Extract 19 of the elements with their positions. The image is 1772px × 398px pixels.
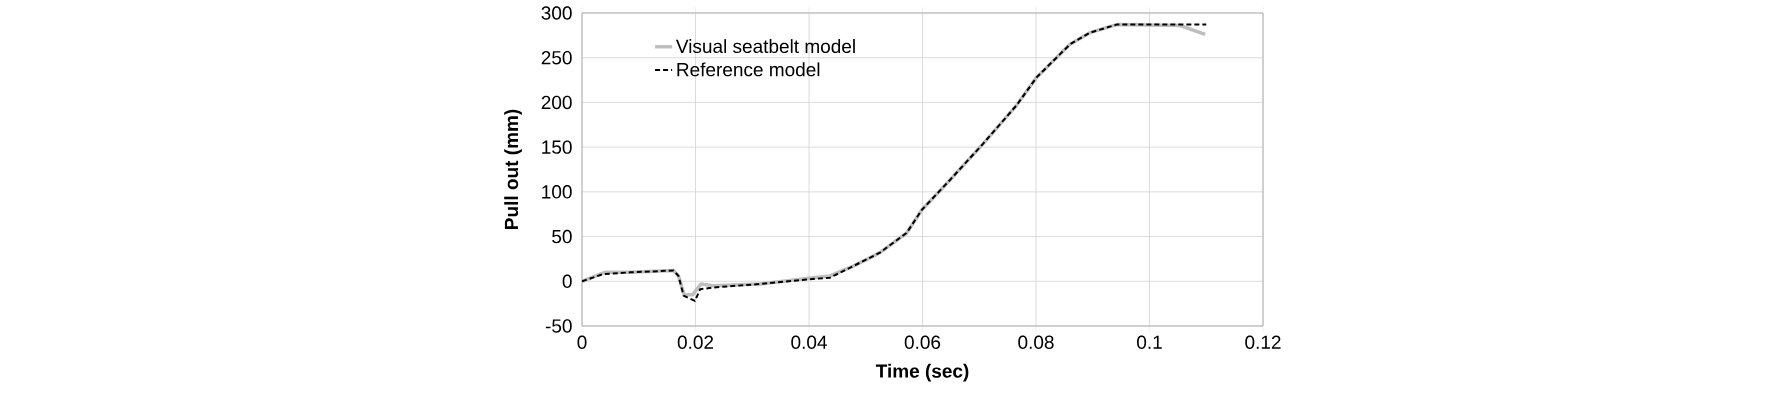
x-tick-label: 0.04 (791, 335, 827, 349)
x-tick-label: 0.06 (904, 335, 941, 349)
y-tick-label: 300 (541, 6, 572, 20)
y-tick-label: 100 (542, 185, 572, 199)
y-tick-label: -50 (545, 319, 572, 333)
y-tick-label: 150 (542, 140, 572, 154)
y-tick-label: 200 (541, 95, 572, 110)
legend-label: Reference model (677, 62, 820, 77)
legend-label: Visual seatbelt model (675, 39, 855, 54)
x-tick-label: 0.1 (1137, 335, 1162, 349)
x-tick-label: 0.02 (677, 335, 714, 349)
x-tick-label: 0.12 (1245, 335, 1281, 349)
y-tick-label: 0 (562, 274, 572, 288)
y-tick-label: 50 (552, 229, 572, 244)
y-axis-title: Pull out (mm) (504, 109, 522, 229)
x-axis-title: Time (sec) (875, 363, 969, 382)
x-tick-label: 0 (577, 335, 587, 349)
x-tick-label: 0.08 (1018, 335, 1054, 349)
y-tick-label: 250 (541, 50, 572, 65)
